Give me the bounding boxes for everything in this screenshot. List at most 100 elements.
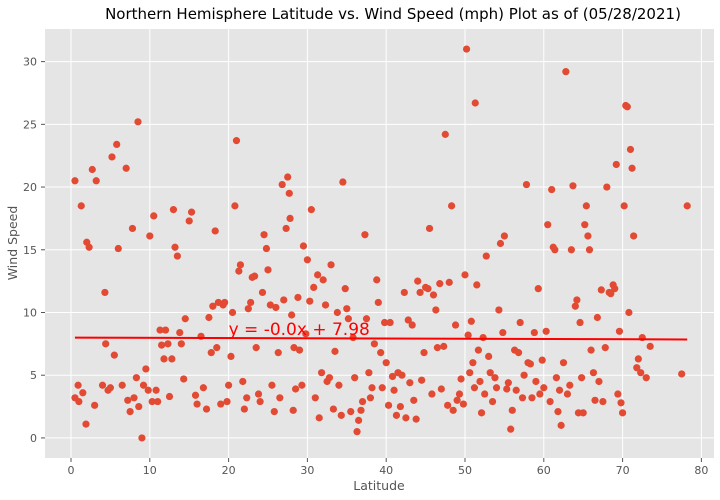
data-point	[508, 406, 516, 414]
data-point	[536, 390, 544, 398]
data-point	[518, 394, 527, 402]
data-point	[108, 153, 116, 161]
data-point	[144, 386, 152, 394]
data-point	[593, 313, 601, 322]
data-point	[181, 315, 189, 323]
data-point	[618, 409, 627, 417]
data-point	[202, 405, 211, 413]
data-point	[396, 402, 404, 411]
data-point	[400, 288, 408, 297]
data-point	[597, 286, 605, 294]
data-point	[353, 428, 361, 436]
data-point	[540, 384, 548, 392]
data-point	[554, 407, 562, 416]
data-point	[373, 276, 381, 284]
data-point	[457, 375, 465, 383]
data-point	[514, 349, 523, 357]
data-point	[620, 202, 628, 210]
data-point	[290, 344, 298, 352]
data-point	[307, 206, 315, 214]
data-point	[139, 381, 148, 389]
data-point	[260, 231, 268, 239]
data-point	[158, 341, 166, 349]
data-point	[146, 232, 154, 240]
data-point	[582, 202, 590, 210]
data-point	[445, 278, 453, 286]
data-points	[71, 45, 691, 442]
data-point	[239, 377, 247, 386]
data-point	[382, 359, 390, 367]
data-point	[274, 349, 282, 357]
data-point	[291, 385, 300, 393]
data-point	[254, 390, 263, 398]
data-point	[319, 276, 327, 284]
data-point	[634, 355, 642, 363]
data-point	[278, 180, 286, 189]
data-point	[492, 384, 501, 392]
data-point	[74, 381, 82, 389]
y-tick-label: 30	[23, 56, 37, 69]
data-point	[243, 394, 251, 402]
regression-equation: y = -0.0x + 7.98	[229, 320, 370, 340]
data-point	[161, 326, 170, 334]
x-tick-label: 0	[68, 464, 75, 477]
data-point	[135, 402, 143, 411]
data-point	[520, 371, 528, 379]
data-point	[276, 394, 284, 402]
x-axis-label: Latitude	[353, 478, 405, 493]
data-point	[425, 224, 434, 233]
data-point	[381, 318, 389, 327]
data-point	[235, 267, 243, 275]
data-point	[150, 212, 158, 220]
x-axis-ticks: 0 10 20 30 40 50 60 70 80	[68, 458, 708, 477]
data-point	[642, 374, 650, 382]
data-point	[177, 340, 185, 348]
data-point	[187, 208, 196, 216]
data-point	[410, 396, 418, 404]
data-point	[589, 369, 598, 377]
data-point	[377, 349, 385, 357]
data-point	[106, 384, 115, 392]
data-point	[491, 374, 499, 382]
data-point	[398, 371, 406, 379]
data-point	[626, 145, 635, 154]
data-point	[225, 381, 233, 389]
data-point	[479, 333, 487, 342]
data-point	[569, 182, 577, 190]
y-axis-label: Wind Speed	[5, 206, 20, 281]
data-point	[331, 347, 339, 355]
data-point	[557, 421, 565, 429]
x-tick-label: 80	[694, 464, 708, 477]
data-point	[526, 360, 534, 368]
data-point	[191, 391, 200, 399]
data-point	[171, 243, 179, 251]
data-point	[552, 374, 561, 382]
data-point	[406, 379, 414, 387]
data-point	[614, 390, 622, 398]
data-point	[180, 375, 188, 383]
data-point	[217, 400, 225, 408]
x-tick-label: 60	[537, 464, 551, 477]
x-tick-label: 10	[143, 464, 157, 477]
data-point	[453, 396, 461, 404]
data-point	[495, 306, 503, 314]
data-point	[232, 137, 241, 145]
data-point	[134, 118, 142, 126]
data-point	[262, 244, 271, 253]
data-point	[432, 306, 440, 314]
data-point	[288, 311, 296, 319]
data-point	[82, 420, 90, 428]
data-point	[496, 239, 505, 248]
data-point	[567, 246, 575, 254]
data-point	[289, 406, 297, 414]
data-point	[418, 376, 426, 384]
data-point	[516, 318, 524, 327]
data-point	[546, 397, 554, 406]
data-point	[176, 328, 184, 337]
data-point	[579, 409, 587, 417]
data-point	[88, 165, 96, 174]
data-point	[408, 321, 416, 329]
data-point	[386, 318, 394, 327]
data-point	[429, 291, 438, 299]
